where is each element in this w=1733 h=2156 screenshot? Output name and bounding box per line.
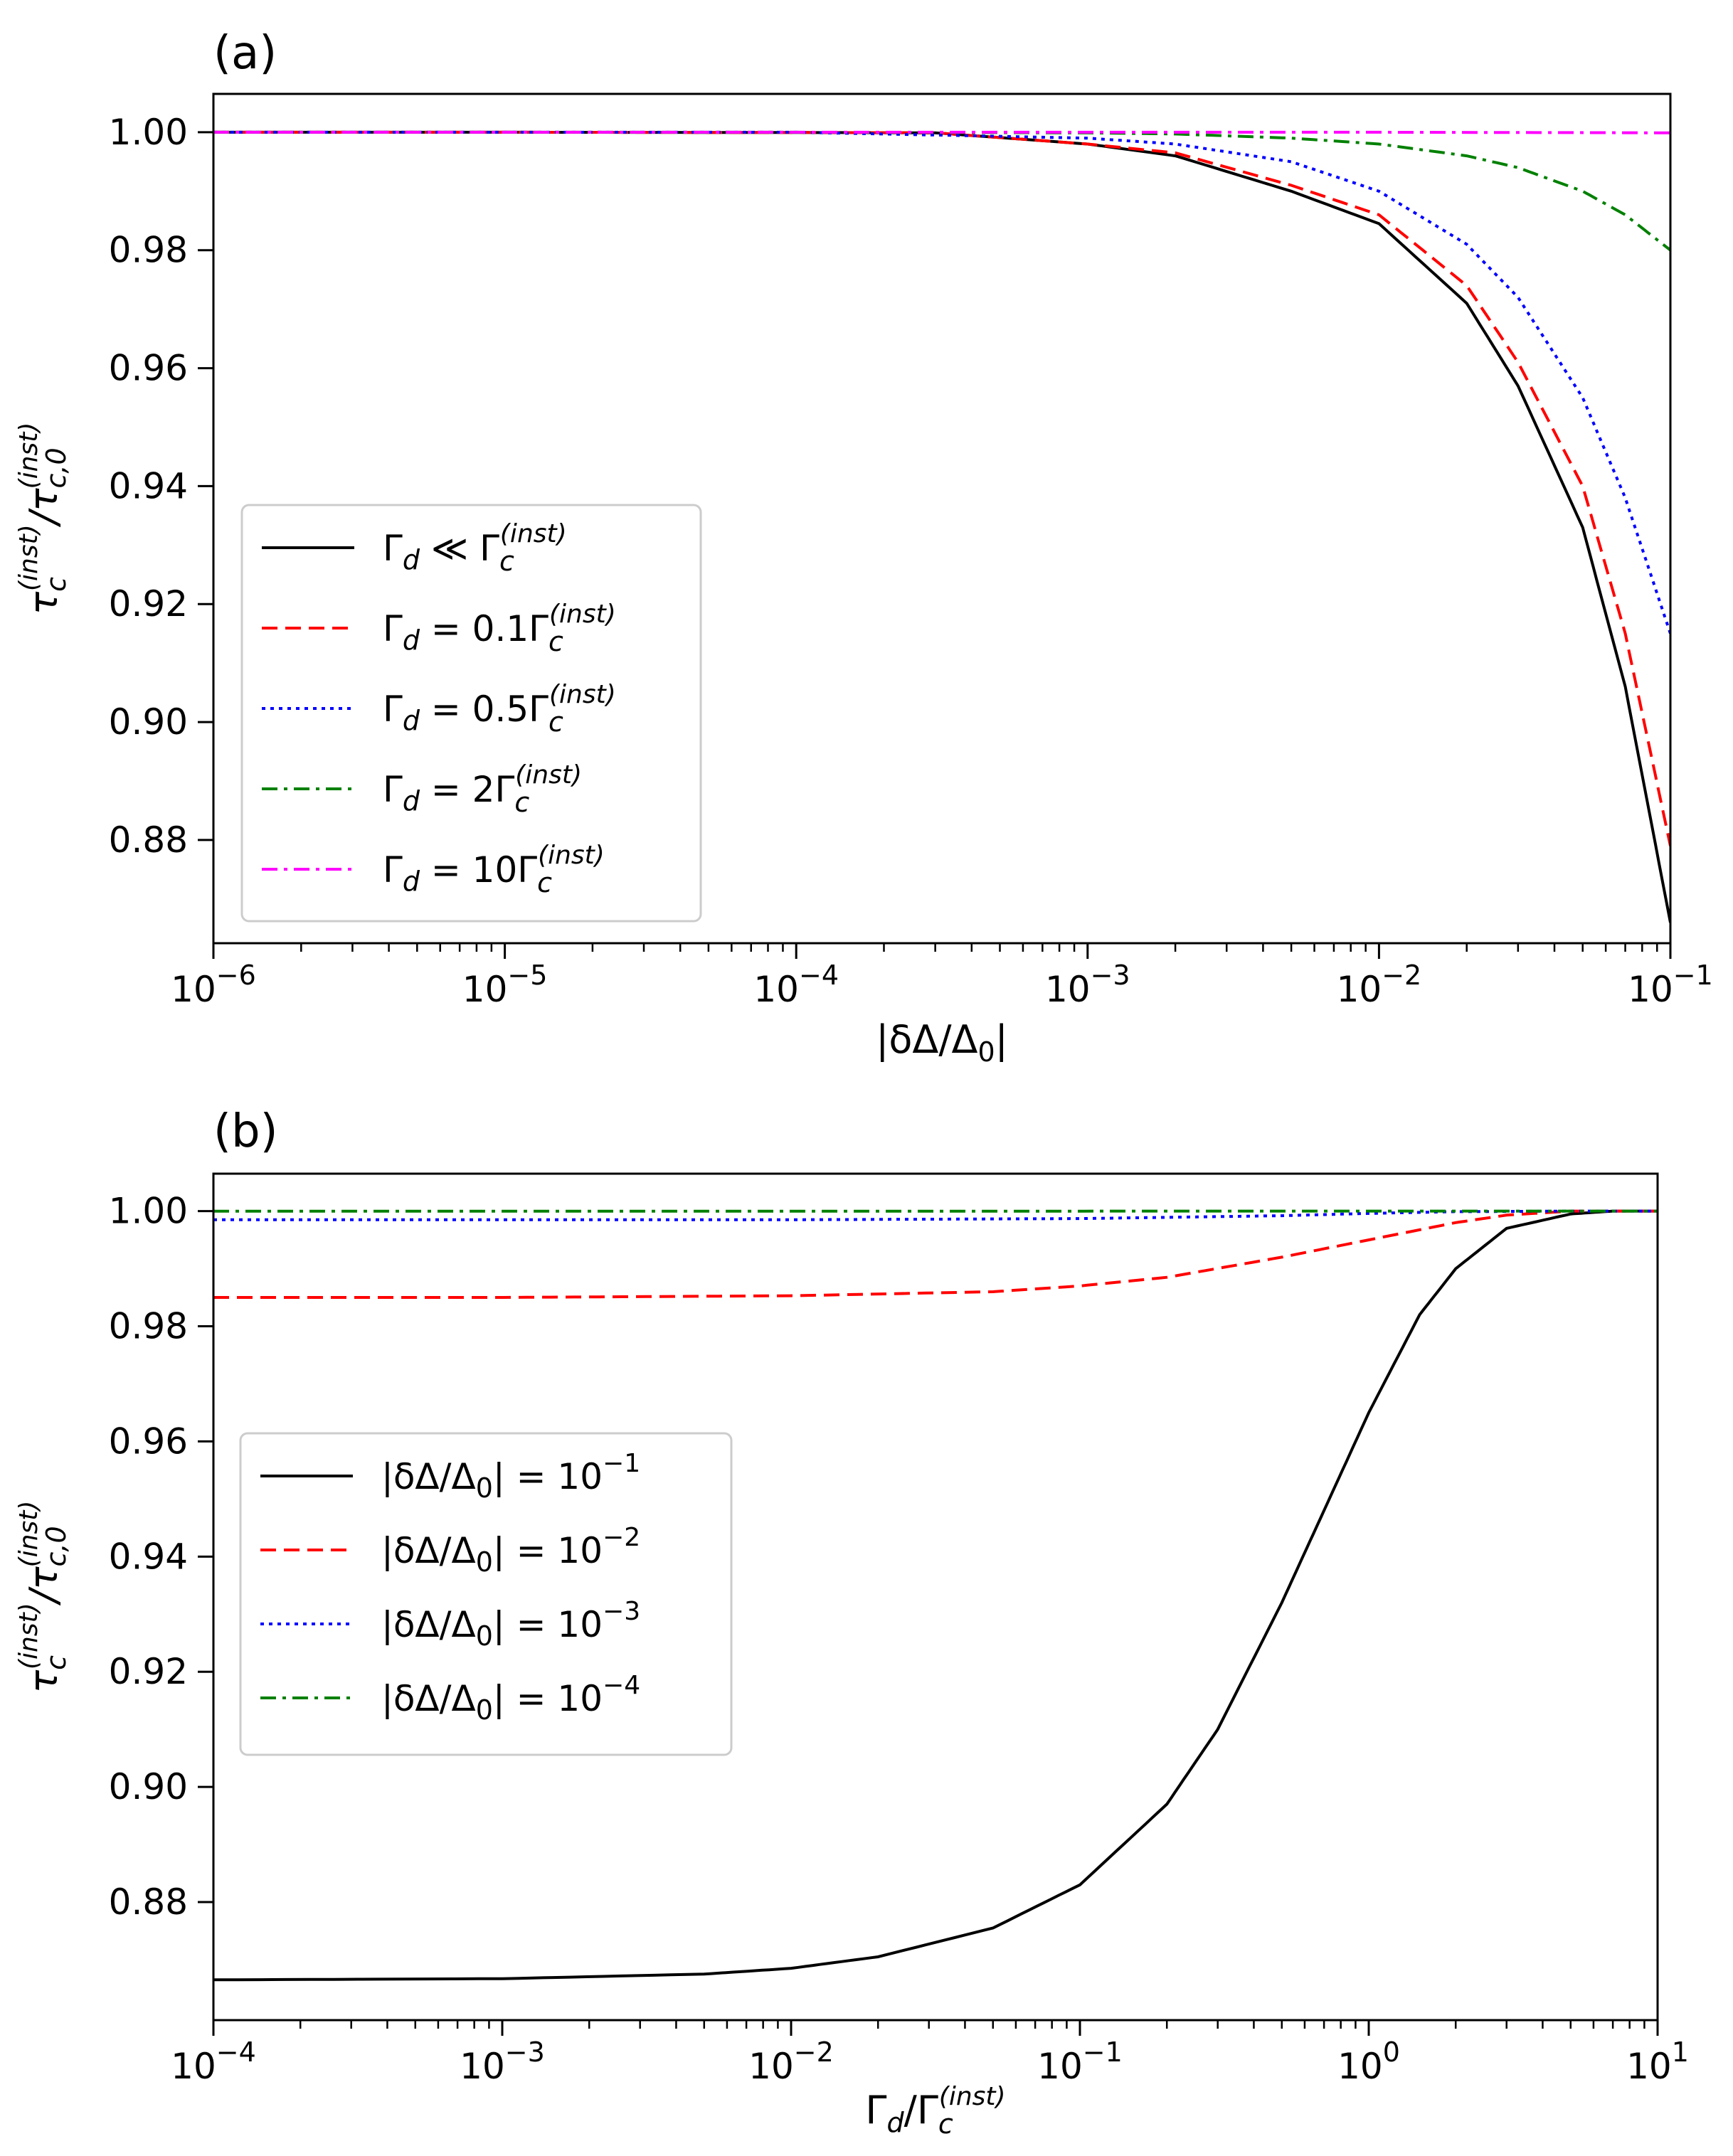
y-tick-label: 0.88 bbox=[109, 1881, 188, 1923]
x-tick-label: 10−5 bbox=[462, 960, 548, 1010]
legend-entry: |δΔ/Δ0| = 10−1 bbox=[381, 1449, 640, 1504]
legend-box bbox=[239, 1432, 733, 1756]
y-tick-label: 0.96 bbox=[109, 1420, 188, 1462]
x-axis-label: |δΔ/Δ0| bbox=[876, 1017, 1008, 1068]
x-tick-label: 101 bbox=[1626, 2036, 1689, 2087]
series-line-0 bbox=[213, 1209, 1658, 1982]
plot-frame bbox=[212, 92, 1672, 945]
y-tick-label: 0.88 bbox=[109, 819, 188, 861]
x-tick-label: 10−1 bbox=[1628, 960, 1713, 1010]
y-tick-label: 0.96 bbox=[109, 348, 188, 389]
series-group bbox=[213, 1209, 1658, 1982]
y-tick-label: 0.90 bbox=[109, 701, 188, 743]
series-line-2 bbox=[213, 1209, 1658, 1221]
legend-entry: Γd = 10Γc(inst) bbox=[383, 841, 605, 898]
x-tick-label: 10−4 bbox=[171, 2036, 256, 2087]
x-tick-label: 10−3 bbox=[1045, 960, 1130, 1010]
legend: |δΔ/Δ0| = 10−1 |δΔ/Δ0| = 10−2 |δΔ/Δ0| = 10… bbox=[239, 1432, 733, 1756]
x-tick-label: 10−6 bbox=[171, 960, 256, 1010]
y-tick-label: 0.98 bbox=[109, 1306, 188, 1347]
y-axis-label: τc(inst)/τc,0(inst) bbox=[14, 1501, 72, 1694]
legend-entry: |δΔ/Δ0| = 10−2 bbox=[381, 1523, 640, 1578]
y-tick-label: 0.94 bbox=[109, 465, 188, 506]
x-tick-label: 10−2 bbox=[748, 2036, 834, 2087]
y-tick-label: 0.98 bbox=[109, 230, 188, 271]
series-group bbox=[213, 130, 1670, 923]
panel-label: (b) bbox=[213, 1105, 278, 1158]
series-line-3 bbox=[213, 130, 1670, 252]
panel-a: (a) 10−6 10−5 10−4 10−3 10−2 10−1 1.00 0.98 0.96 0… bbox=[14, 27, 1713, 1068]
x-tick-label: 10−1 bbox=[1037, 2036, 1123, 2087]
legend-entry: Γd ≪ Γc(inst) bbox=[383, 519, 567, 577]
y-tick-label: 0.90 bbox=[109, 1766, 188, 1807]
legend-entry: Γd = 0.5Γc(inst) bbox=[383, 680, 616, 738]
y-tick-label: 1.00 bbox=[109, 112, 188, 153]
legend-box bbox=[240, 504, 702, 923]
panel-label: (a) bbox=[213, 27, 277, 80]
y-axis-label: τc(inst)/τc,0(inst) bbox=[14, 423, 72, 615]
y-tick-label: 0.94 bbox=[109, 1536, 188, 1577]
x-axis-label: Γd/Γc(inst) bbox=[865, 2082, 1005, 2140]
panel-b: (b) 10−4 10−3 10−2 10−1 100 101 1.00 0.98 0.96 0.9… bbox=[14, 1105, 1689, 2140]
x-tick-label: 10−2 bbox=[1337, 960, 1422, 1010]
legend: Γd ≪ Γc(inst) Γd = 0.1Γc(inst) Γd = 0.5Γc(… bbox=[240, 504, 702, 923]
x-tick-label: 10−3 bbox=[460, 2036, 545, 2087]
x-tick-label: 100 bbox=[1337, 2036, 1400, 2087]
legend-entry: Γd = 2Γc(inst) bbox=[383, 760, 582, 818]
legend-entry: |δΔ/Δ0| = 10−3 bbox=[381, 1597, 640, 1652]
legend-entry: |δΔ/Δ0| = 10−4 bbox=[381, 1671, 640, 1726]
y-tick-label: 1.00 bbox=[109, 1191, 188, 1232]
series-line-1 bbox=[213, 130, 1670, 846]
x-tick-label: 10−4 bbox=[753, 960, 839, 1010]
y-tick-label: 0.92 bbox=[109, 583, 188, 625]
series-line-4 bbox=[213, 130, 1670, 134]
plot-frame bbox=[212, 1172, 1659, 2022]
series-line-1 bbox=[213, 1209, 1658, 1299]
legend-entry: Γd = 0.1Γc(inst) bbox=[383, 600, 616, 657]
y-tick-label: 0.92 bbox=[109, 1651, 188, 1692]
series-line-2 bbox=[213, 130, 1670, 634]
